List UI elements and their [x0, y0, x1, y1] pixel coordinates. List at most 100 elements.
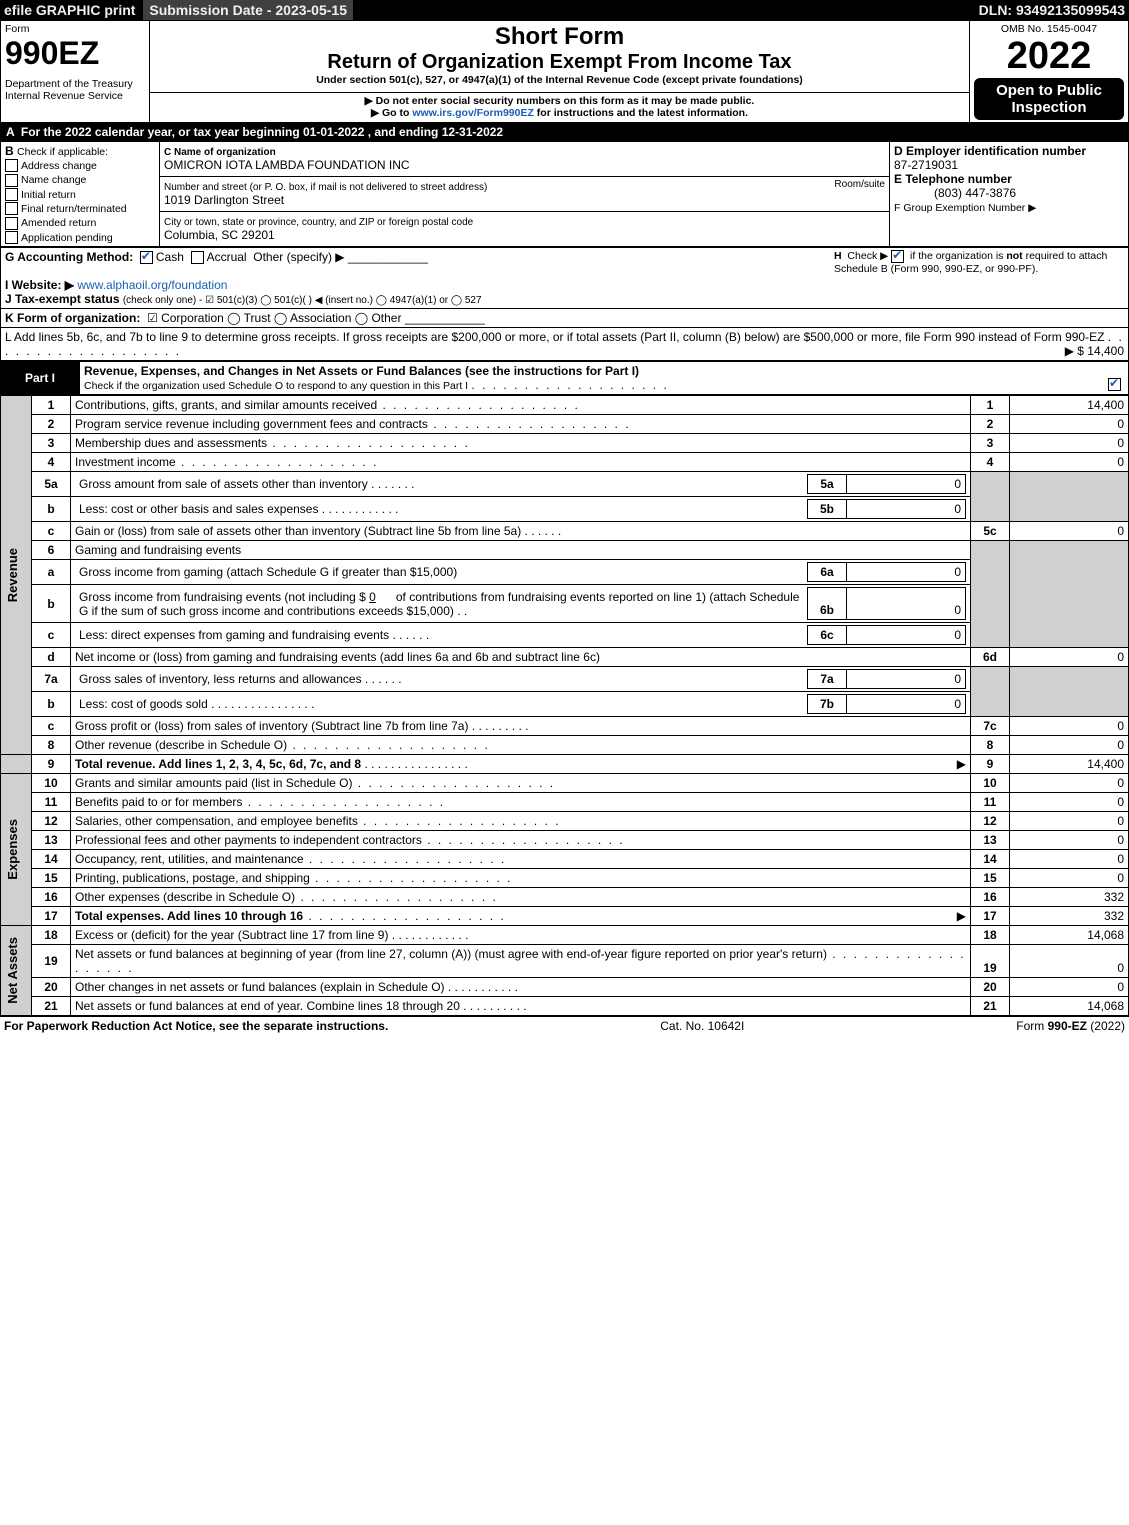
- final-return-checkbox[interactable]: [5, 202, 18, 215]
- part-i-note: Check if the organization used Schedule …: [84, 380, 468, 392]
- opt-final: Final return/terminated: [21, 203, 127, 215]
- cash-checkbox[interactable]: [140, 251, 153, 264]
- line-4-desc: Investment income: [75, 455, 176, 469]
- top-bar: efile GRAPHIC print Submission Date - 20…: [0, 0, 1129, 20]
- footer-right: Form 990-EZ (2022): [1016, 1019, 1125, 1033]
- initial-return-checkbox[interactable]: [5, 188, 18, 201]
- street-value: 1019 Darlington Street: [164, 193, 284, 207]
- line-6b-desc1b: 0: [369, 590, 376, 604]
- street-label: Number and street (or P. O. box, if mail…: [164, 182, 487, 193]
- line-6a-desc: Gross income from gaming (attach Schedul…: [79, 565, 457, 579]
- line-10-n: 10: [971, 774, 1010, 793]
- line-14-desc: Occupancy, rent, utilities, and maintena…: [75, 852, 304, 866]
- line-3-n: 3: [971, 434, 1010, 453]
- line-5b-desc: Less: cost or other basis and sales expe…: [79, 502, 318, 516]
- line-9-n: 9: [971, 755, 1010, 774]
- i-label: I Website: ▶: [5, 278, 74, 292]
- efile-label: efile GRAPHIC print: [4, 2, 135, 18]
- k-label: K Form of organization:: [5, 311, 140, 325]
- line-5a-sv: 0: [847, 475, 966, 494]
- line-19-n: 19: [971, 945, 1010, 978]
- schedule-o-checkbox[interactable]: [1108, 378, 1121, 391]
- financial-table: Revenue 1 Contributions, gifts, grants, …: [0, 395, 1129, 1016]
- footer-left: For Paperwork Reduction Act Notice, see …: [4, 1019, 388, 1033]
- opt-pending: Application pending: [21, 232, 113, 244]
- line-6a-sv: 0: [847, 563, 966, 582]
- line-12-v: 0: [1010, 812, 1129, 831]
- line-6c-desc: Less: direct expenses from gaming and fu…: [79, 628, 389, 642]
- part-i-label: Part I: [1, 362, 80, 395]
- line-1-v: 14,400: [1010, 396, 1129, 415]
- city-value: Columbia, SC 29201: [164, 228, 275, 242]
- part-i-header-table: Part I Revenue, Expenses, and Changes in…: [0, 361, 1129, 395]
- other-label: Other (specify) ▶: [253, 250, 344, 264]
- org-info-block: B Check if applicable: Address change Na…: [0, 141, 1129, 247]
- line-9-v: 14,400: [1010, 755, 1129, 774]
- app-pending-checkbox[interactable]: [5, 231, 18, 244]
- accrual-checkbox[interactable]: [191, 251, 204, 264]
- line-12-desc: Salaries, other compensation, and employ…: [75, 814, 358, 828]
- line-3-desc: Membership dues and assessments: [75, 436, 267, 450]
- line-13-desc: Professional fees and other payments to …: [75, 833, 422, 847]
- line-7a-sn: 7a: [808, 670, 847, 689]
- line-17-desc: Total expenses. Add lines 10 through 16: [75, 909, 303, 923]
- amended-return-checkbox[interactable]: [5, 217, 18, 230]
- e-label: E Telephone number: [894, 172, 1012, 186]
- line-13-v: 0: [1010, 831, 1129, 850]
- line-2-n: 2: [971, 415, 1010, 434]
- short-form-title: Short Form: [154, 23, 965, 51]
- submission-date: Submission Date - 2023-05-15: [143, 0, 353, 20]
- ein-value: 87-2719031: [894, 158, 958, 172]
- line-9-arrow: ▶: [957, 757, 966, 771]
- meta-block: G Accounting Method: Cash Accrual Other …: [0, 247, 1129, 361]
- line-7b-desc: Less: cost of goods sold: [79, 697, 208, 711]
- line-18-desc: Excess or (deficit) for the year (Subtra…: [75, 928, 388, 942]
- line-10-desc: Grants and similar amounts paid (list in…: [75, 776, 352, 790]
- line-6b-sn: 6b: [808, 588, 847, 620]
- line-5c-desc: Gain or (loss) from sale of assets other…: [75, 524, 521, 538]
- c-name-label: C Name of organization: [164, 147, 276, 158]
- line-18-v: 14,068: [1010, 926, 1129, 945]
- line-17-n: 17: [971, 907, 1010, 926]
- subtitle: Under section 501(c), 527, or 4947(a)(1)…: [154, 74, 965, 86]
- d-label: D Employer identification number: [894, 144, 1086, 158]
- line-20-n: 20: [971, 978, 1010, 997]
- addr-change-checkbox[interactable]: [5, 159, 18, 172]
- page-footer: For Paperwork Reduction Act Notice, see …: [0, 1016, 1129, 1035]
- expenses-sidebar: Expenses: [5, 819, 20, 880]
- line-15-desc: Printing, publications, postage, and shi…: [75, 871, 310, 885]
- line-12-n: 12: [971, 812, 1010, 831]
- footer-mid: Cat. No. 10642I: [660, 1019, 744, 1033]
- netassets-sidebar: Net Assets: [5, 937, 20, 1004]
- line-6c-sn: 6c: [808, 626, 847, 645]
- line-7c-n: 7c: [971, 717, 1010, 736]
- line-8-desc: Other revenue (describe in Schedule O): [75, 738, 287, 752]
- line-4-v: 0: [1010, 453, 1129, 472]
- line-19-desc: Net assets or fund balances at beginning…: [75, 947, 827, 961]
- irs-label: Internal Revenue Service: [5, 90, 145, 102]
- h-checkbox[interactable]: [891, 250, 904, 263]
- website-link[interactable]: www.alphaoil.org/foundation: [77, 278, 227, 292]
- h-text: H Check ▶ if the organization is not req…: [834, 250, 1107, 275]
- f-label: F Group Exemption Number ▶: [894, 202, 1036, 214]
- section-a: A For the 2022 calendar year, or tax yea…: [0, 123, 1129, 141]
- irs-link[interactable]: www.irs.gov/Form990EZ: [412, 107, 534, 119]
- line-5c-n: 5c: [971, 522, 1010, 541]
- line-13-n: 13: [971, 831, 1010, 850]
- line-5c-v: 0: [1010, 522, 1129, 541]
- line-7a-sv: 0: [847, 670, 966, 689]
- line-7b-sv: 0: [847, 695, 966, 714]
- line-20-desc: Other changes in net assets or fund bala…: [75, 980, 445, 994]
- part-i-title: Revenue, Expenses, and Changes in Net As…: [84, 364, 639, 378]
- l-value: ▶ $ 14,400: [1065, 344, 1124, 358]
- section-a-text: For the 2022 calendar year, or tax year …: [21, 125, 503, 139]
- form-header: Form 990EZ Department of the Treasury In…: [0, 20, 1129, 123]
- line-8-n: 8: [971, 736, 1010, 755]
- name-change-checkbox[interactable]: [5, 174, 18, 187]
- line-11-desc: Benefits paid to or for members: [75, 795, 242, 809]
- tax-year: 2022: [974, 35, 1124, 78]
- line-17-v: 332: [1010, 907, 1129, 926]
- form-number: 990EZ: [5, 35, 145, 72]
- b-label: Check if applicable:: [17, 146, 108, 158]
- line-16-v: 332: [1010, 888, 1129, 907]
